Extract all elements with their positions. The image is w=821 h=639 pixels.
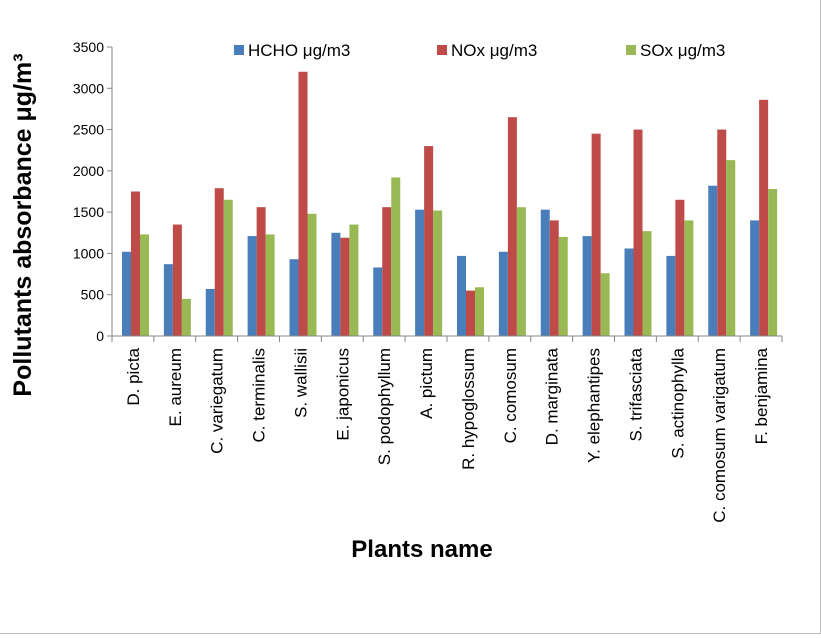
bar-sox: [516, 207, 526, 336]
bar-hcho: [498, 251, 508, 336]
legend-label: SOx μg/m3: [640, 41, 725, 60]
bar-nox: [298, 71, 308, 337]
x-category-label: D. picta: [124, 347, 143, 405]
legend-swatch: [626, 45, 636, 55]
legend-label: NOx μg/m3: [451, 41, 537, 60]
bar-nox: [382, 207, 392, 336]
bar-hcho: [331, 232, 341, 336]
bar-nox: [131, 191, 140, 336]
x-axis-title: Plants name: [351, 536, 492, 563]
y-tick-label: 2500: [73, 122, 104, 138]
bar-hcho: [582, 236, 592, 336]
bar-hcho: [289, 259, 299, 336]
y-tick-label: 500: [81, 287, 105, 303]
bars: [122, 71, 778, 337]
x-category-label: S. trifasciata: [626, 347, 645, 441]
legend-swatch: [437, 45, 447, 55]
bar-nox: [675, 199, 685, 336]
x-category-label: F. benjamina: [752, 347, 771, 444]
bar-nox: [759, 99, 769, 337]
bar-hcho: [457, 255, 466, 336]
bar-hcho: [415, 209, 425, 336]
bar-nox: [549, 220, 559, 336]
bar-nox: [172, 224, 182, 336]
bar-hcho: [666, 255, 676, 336]
bar-sox: [600, 273, 610, 336]
bar-sox: [684, 220, 694, 336]
x-category-label: A. pictum: [417, 348, 436, 419]
bar-nox: [591, 133, 601, 336]
bar-nox: [466, 290, 475, 336]
x-category-label: E. aureum: [166, 348, 185, 426]
bar-hcho: [247, 236, 257, 336]
bar-sox: [642, 231, 652, 336]
bar-sox: [265, 234, 275, 336]
x-category-label: S. podophyllum: [375, 348, 394, 465]
bar-sox: [433, 210, 443, 336]
y-axis-title: Pollutants absorbance μg/m³: [9, 53, 37, 396]
x-category-label: C. comosum: [501, 348, 520, 443]
bar-sox: [307, 213, 317, 336]
legend-label: HCHO μg/m3: [248, 41, 350, 60]
bar-hcho: [163, 264, 173, 336]
legend: HCHO μg/m3 NOx μg/m3 SOx μg/m3: [234, 41, 725, 60]
bar-nox: [340, 237, 350, 336]
x-category-label: C. terminalis: [250, 348, 269, 442]
bar-hcho: [708, 185, 718, 336]
x-category-label: R. hypoglossum: [459, 348, 478, 470]
x-category-label: Y. elephantipes: [585, 348, 604, 463]
bar-sox: [558, 236, 568, 336]
bar-sox: [140, 234, 149, 336]
bar-sox: [726, 160, 736, 336]
x-axis: D. picta E. aureum C. variegatum C. termina…: [111, 335, 783, 523]
bar-sox: [475, 287, 484, 336]
bar-sox: [391, 177, 401, 336]
bar-hcho: [750, 220, 760, 336]
bar-sox: [349, 224, 359, 336]
x-category-label: S. wallisii: [291, 348, 310, 418]
x-category-label: C. variegatum: [208, 348, 227, 454]
bar-nox: [507, 117, 517, 336]
bar-nox: [256, 207, 266, 336]
bar-hcho: [122, 251, 131, 336]
x-category-label: E. japonicus: [333, 348, 352, 441]
bar-hcho: [373, 267, 383, 336]
bar-hcho: [205, 288, 215, 336]
bar-nox: [717, 129, 727, 336]
bar-sox: [181, 298, 191, 336]
x-category-label: C. comosum varigatum: [710, 348, 729, 523]
y-tick-label: 0: [96, 328, 104, 344]
bar-hcho: [624, 248, 634, 336]
legend-swatch: [234, 45, 244, 55]
bar-sox: [223, 199, 233, 336]
bar-hcho: [540, 209, 550, 336]
x-category-label: S. actinophylla: [668, 347, 687, 458]
y-tick-label: 3500: [73, 39, 104, 55]
x-category-label: D. marginata: [543, 347, 562, 445]
bar-nox: [424, 146, 434, 336]
y-tick-label: 3000: [73, 80, 104, 96]
y-tick-label: 1000: [73, 245, 104, 261]
y-tick-label: 2000: [73, 163, 104, 179]
bar-nox: [633, 129, 643, 336]
bar-nox: [214, 188, 224, 336]
y-axis-ticks: 0 500 1000 1500 2000 2500 3000 3500: [73, 39, 113, 344]
bar-sox: [768, 189, 778, 336]
y-tick-label: 1500: [73, 204, 104, 220]
